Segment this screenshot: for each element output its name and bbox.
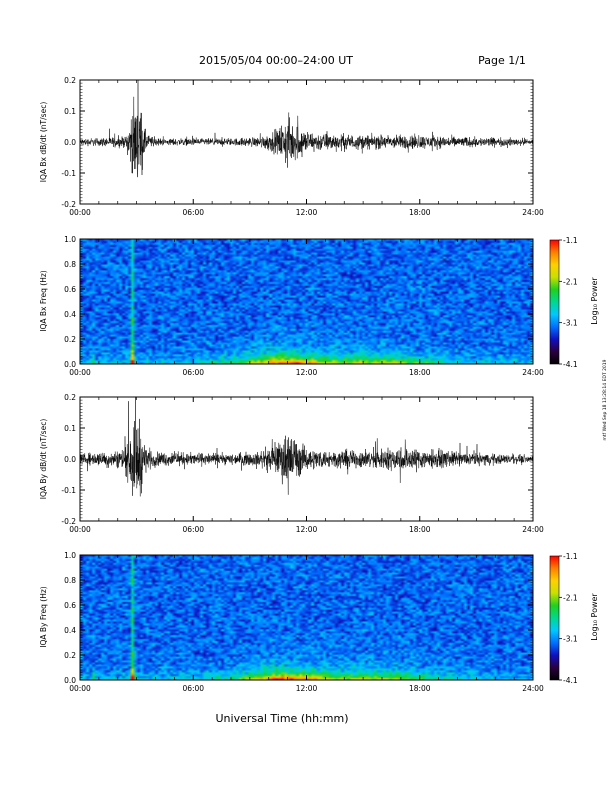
timestamp-stamp: mtf Wed Sep 18 13:28:14 EDT 2019 — [602, 359, 608, 440]
colorbar-top: -1.1 -2.1 -3.1 -4.1 — [549, 236, 578, 369]
by-spectrogram-panel: 00:00 06:00 12:00 18:00 24:00 1.0 0.8 0.6 0.4 0.2… — [39, 551, 544, 693]
colorbar-bottom-label: Log₁₀ Power — [590, 593, 599, 641]
y-tick-label: 0.1 — [64, 107, 76, 116]
by-waveform-plot — [79, 396, 534, 497]
page-number: Page 1/1 — [478, 54, 526, 67]
x-tick-label: 06:00 — [182, 525, 204, 534]
colorbar-tick-label: -4.1 — [563, 360, 578, 369]
by-spectrogram-axes: 00:00 06:00 12:00 18:00 24:00 1.0 0.8 0.6 0.4 0.2… — [64, 551, 544, 693]
x-tick-label: 18:00 — [409, 208, 431, 217]
x-axis-title: Universal Time (hh:mm) — [216, 712, 349, 725]
bx-waveform-panel: 00:00 06:00 12:00 18:00 24:00 0.2 0.1 0.0 -0.1 -0… — [39, 76, 544, 217]
y-tick-label: -0.1 — [61, 486, 76, 495]
x-tick-label: 06:00 — [182, 684, 204, 693]
colorbar-tick-label: -1.1 — [563, 236, 578, 245]
y-tick-label: 0.2 — [64, 393, 76, 402]
y-tick-label: 0.8 — [64, 260, 76, 269]
bx-spectrogram-ylabel: IQA Bx Freq (Hz) — [39, 270, 48, 332]
colorbar-tick-label: -1.1 — [563, 552, 578, 561]
colorbar-tick-label: -2.1 — [563, 277, 578, 286]
waveform-trace — [79, 396, 534, 497]
bx-waveform-ylabel: IQA Bx dB/dt (nT/sec) — [39, 102, 48, 183]
x-tick-label: 00:00 — [69, 684, 91, 693]
y-tick-label: 0.0 — [64, 360, 76, 369]
y-tick-label: -0.1 — [61, 169, 76, 178]
bx-spectrogram-axes: 00:00 06:00 12:00 18:00 24:00 1.0 0.8 0.6 0.4 0.2… — [64, 235, 544, 377]
y-tick-label: 0.0 — [64, 676, 76, 685]
bx-spectrogram-panel: 00:00 06:00 12:00 18:00 24:00 1.0 0.8 0.6 0.4 0.2… — [39, 235, 544, 377]
colorbar-frame — [549, 239, 560, 365]
x-tick-label: 00:00 — [69, 525, 91, 534]
x-tick-label: 12:00 — [296, 525, 318, 534]
x-tick-label: 06:00 — [182, 208, 204, 217]
y-tick-label: 0.0 — [64, 455, 76, 464]
colorbar-tick-label: -4.1 — [563, 676, 578, 685]
y-tick-label: 0.8 — [64, 576, 76, 585]
colorbar-gradient — [550, 556, 559, 680]
y-tick-label: 0.6 — [64, 601, 76, 610]
by-waveform-axes: 00:00 06:00 12:00 18:00 24:00 0.2 0.1 0.0 -0.1 -0… — [61, 393, 544, 534]
bx-waveform-axes: 00:00 06:00 12:00 18:00 24:00 0.2 0.1 0.0 -0.1 -0… — [61, 76, 544, 217]
x-tick-label: 18:00 — [409, 368, 431, 377]
by-waveform-ylabel: IQA By dB/dt (nT/sec) — [39, 419, 48, 500]
by-waveform-panel: 00:00 06:00 12:00 18:00 24:00 0.2 0.1 0.0 -0.1 -0… — [39, 393, 544, 534]
y-tick-label: 1.0 — [64, 551, 76, 560]
colorbar-bottom: -1.1 -2.1 -3.1 -4.1 — [549, 552, 578, 685]
x-tick-label: 00:00 — [69, 368, 91, 377]
y-tick-label: 0.2 — [64, 335, 76, 344]
spectrogram-image — [80, 555, 533, 680]
y-tick-label: 0.0 — [64, 138, 76, 147]
y-tick-label: 0.4 — [64, 626, 76, 635]
x-tick-label: 12:00 — [296, 208, 318, 217]
colorbar-tick-label: -3.1 — [563, 635, 578, 644]
y-tick-label: -0.2 — [61, 517, 76, 526]
y-tick-label: -0.2 — [61, 200, 76, 209]
y-tick-label: 0.2 — [64, 76, 76, 85]
x-tick-label: 18:00 — [409, 525, 431, 534]
x-tick-label: 24:00 — [522, 208, 544, 217]
by-spectrogram-plot — [80, 555, 533, 680]
colorbar-tick-label: -2.1 — [563, 593, 578, 602]
x-tick-label: 12:00 — [296, 368, 318, 377]
bx-waveform-plot — [79, 79, 534, 178]
x-tick-label: 06:00 — [182, 368, 204, 377]
x-tick-label: 24:00 — [522, 525, 544, 534]
x-tick-label: 12:00 — [296, 684, 318, 693]
y-tick-label: 0.4 — [64, 310, 76, 319]
colorbar-tick-label: -3.1 — [563, 319, 578, 328]
x-tick-label: 00:00 — [69, 208, 91, 217]
y-tick-label: 0.1 — [64, 424, 76, 433]
y-tick-label: 0.6 — [64, 285, 76, 294]
waveform-trace — [79, 79, 534, 178]
bx-spectrogram-plot — [80, 239, 533, 364]
x-tick-label: 24:00 — [522, 368, 544, 377]
y-tick-label: 1.0 — [64, 235, 76, 244]
by-spectrogram-ylabel: IQA By Freq (Hz) — [39, 586, 48, 648]
colorbar-frame — [549, 555, 560, 681]
colorbar-gradient — [550, 240, 559, 364]
chart-title: 2015/05/04 00:00–24:00 UT — [199, 54, 353, 67]
x-tick-label: 18:00 — [409, 684, 431, 693]
colorbar-top-label: Log₁₀ Power — [590, 277, 599, 325]
y-tick-label: 0.2 — [64, 651, 76, 660]
spectrogram-image — [80, 239, 533, 364]
x-tick-label: 24:00 — [522, 684, 544, 693]
